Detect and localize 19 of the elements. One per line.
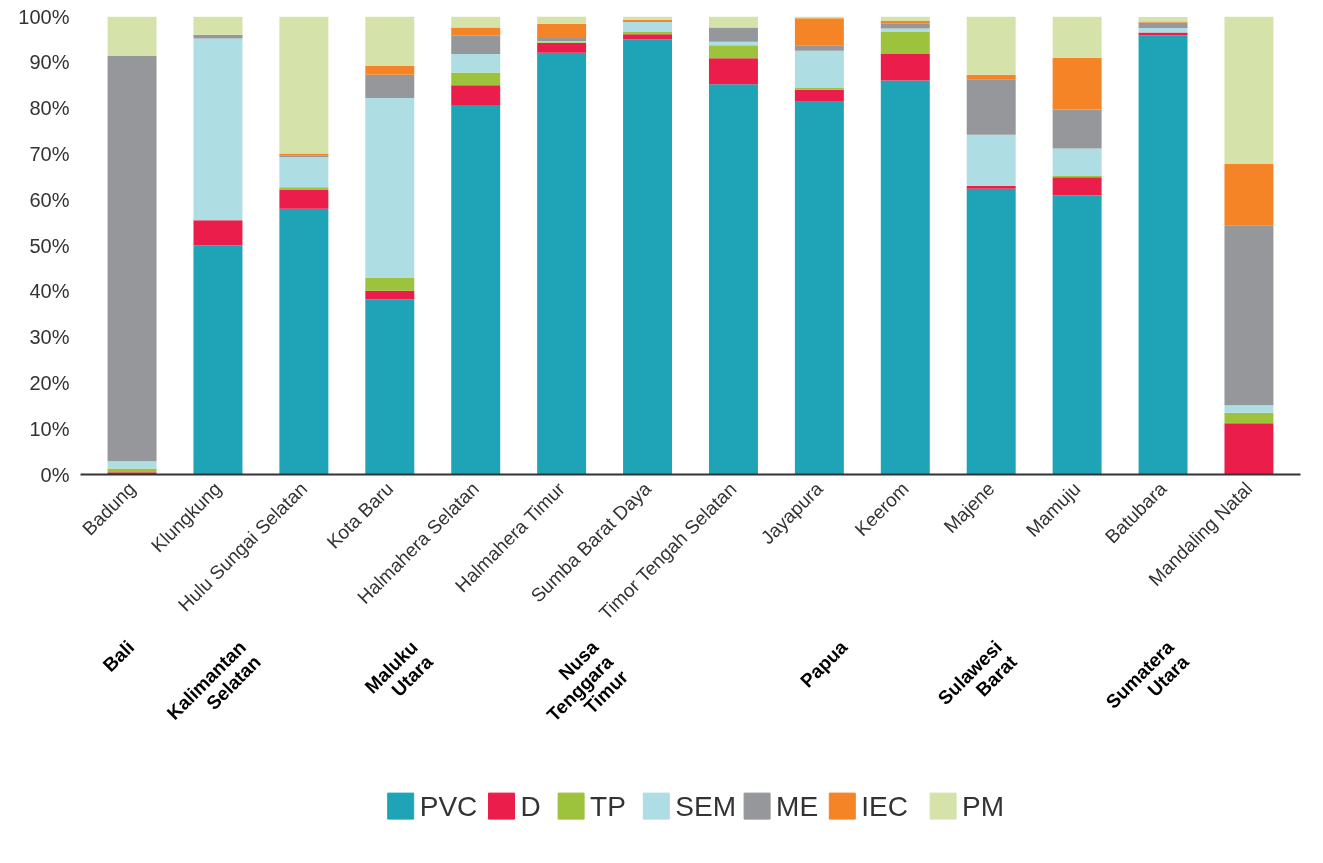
y-tick-label: 30% — [29, 326, 70, 349]
legend-label: TP — [590, 790, 626, 822]
y-tick-label: 50% — [29, 234, 70, 257]
y-tick-label: 40% — [29, 280, 70, 303]
legend-label: ME — [776, 790, 819, 822]
legend-label: SEM — [675, 790, 736, 822]
legend-label: PVC — [419, 790, 478, 822]
y-tick-label: 70% — [29, 142, 70, 165]
legend-label: PM — [962, 790, 1005, 822]
y-tick-label: 80% — [29, 97, 70, 120]
legend-label: D — [520, 790, 541, 822]
y-tick-label: 20% — [29, 371, 70, 394]
y-tick-label: 60% — [29, 188, 70, 211]
y-tick-label: 90% — [29, 51, 70, 74]
y-tick-label: 100% — [18, 5, 70, 28]
y-tick-label: 10% — [29, 417, 70, 440]
y-tick-label: 0% — [40, 463, 70, 486]
text: Bali — [98, 636, 139, 676]
legend-label: IEC — [861, 790, 908, 822]
